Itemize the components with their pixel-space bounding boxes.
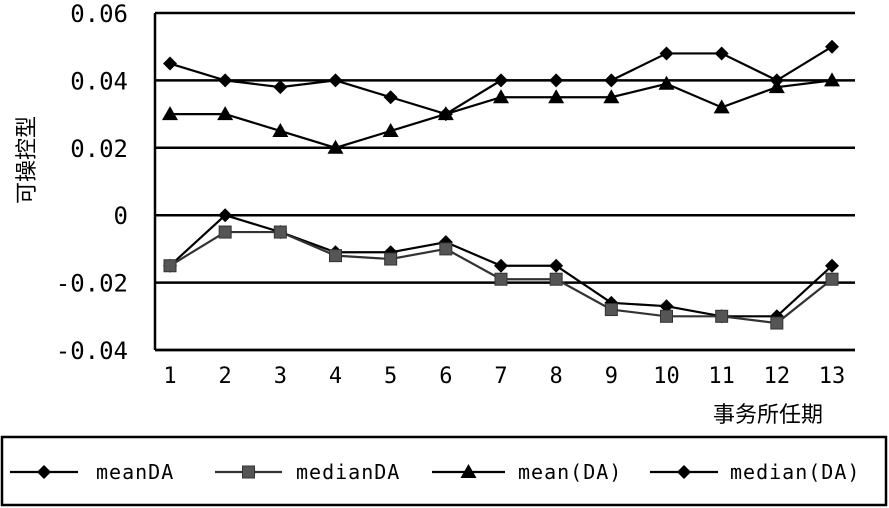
- data-point: [493, 89, 509, 104]
- data-point: [383, 90, 398, 105]
- data-point: [549, 258, 564, 273]
- y-tick-label: 0: [114, 202, 128, 230]
- data-point: [549, 73, 564, 88]
- data-point: [713, 99, 730, 114]
- data-point: [494, 258, 508, 273]
- x-tick-label: 5: [384, 364, 397, 389]
- data-point: [770, 316, 784, 330]
- data-point: [162, 106, 178, 121]
- legend-label: medianDA: [296, 460, 400, 484]
- data-point: [658, 75, 675, 90]
- x-tick-label: 11: [708, 364, 735, 389]
- x-axis-label: 事务所任期: [713, 403, 823, 428]
- data-point: [660, 309, 673, 323]
- y-tick-label: 0.06: [70, 0, 128, 28]
- x-tick-label: 4: [329, 364, 342, 389]
- x-tick-label: 7: [494, 364, 507, 389]
- legend-item: mean(DA): [432, 460, 622, 484]
- legend-marker: [460, 464, 477, 478]
- x-tick-label: 3: [274, 364, 287, 389]
- legend-item: median(DA): [650, 460, 860, 484]
- data-point: [382, 122, 399, 137]
- data-point: [163, 259, 177, 273]
- data-point: [769, 73, 784, 88]
- data-point: [273, 80, 288, 95]
- data-point: [714, 46, 729, 61]
- data-point: [603, 89, 620, 104]
- data-point: [715, 309, 729, 323]
- x-axis-ticks: 1 2 3 4 5 6 7 8 9 10 11 12 13: [163, 364, 845, 389]
- data-point: [218, 225, 232, 239]
- grid-lines: [155, 11, 855, 352]
- data-point: [273, 225, 287, 239]
- data-point: [272, 122, 289, 137]
- legend-label: meanDA: [96, 460, 174, 484]
- series-1: [163, 225, 839, 330]
- series-2: [162, 72, 840, 154]
- data-point: [659, 46, 674, 61]
- data-point: [329, 249, 342, 263]
- legend-box: [0, 435, 888, 507]
- x-tick-label: 10: [653, 364, 680, 389]
- legend-item: medianDA: [215, 460, 400, 484]
- data-point: [384, 252, 398, 266]
- x-tick-label: 2: [219, 364, 232, 389]
- legend-label: median(DA): [730, 460, 860, 484]
- y-tick-label: -0.04: [56, 337, 128, 365]
- x-tick-label: 9: [605, 364, 618, 389]
- data-point: [825, 39, 839, 54]
- data-point: [438, 107, 453, 122]
- data-point: [825, 272, 839, 286]
- x-tick-label: 13: [819, 364, 846, 389]
- data-point: [218, 73, 233, 88]
- legend-marker: [37, 465, 51, 479]
- legend-item: meanDA: [10, 460, 174, 484]
- y-tick-label: -0.02: [56, 270, 128, 298]
- legend-marker: [677, 465, 691, 479]
- data-point: [328, 73, 343, 88]
- data-point: [604, 73, 619, 88]
- data-point: [659, 299, 674, 314]
- series-0: [163, 208, 839, 324]
- x-tick-label: 12: [764, 364, 791, 389]
- data-point: [825, 258, 839, 273]
- data-point: [217, 106, 234, 121]
- series-layer: [162, 39, 840, 330]
- x-tick-label: 1: [163, 364, 176, 389]
- data-point: [549, 272, 563, 286]
- data-point: [439, 242, 453, 256]
- y-tick-label: 0.04: [70, 67, 128, 95]
- data-point: [163, 56, 177, 71]
- data-point: [494, 272, 508, 286]
- legend: meanDA medianDA mean(DA) median(DA): [0, 435, 888, 507]
- data-point: [824, 72, 840, 87]
- y-tick-label: 0.02: [70, 135, 128, 163]
- legend-label: mean(DA): [518, 460, 622, 484]
- y-axis-label: 可操控型: [15, 116, 40, 204]
- data-point: [218, 208, 233, 223]
- x-tick-label: 8: [550, 364, 563, 389]
- series-3: [163, 39, 839, 122]
- data-point: [327, 139, 344, 154]
- y-axis-ticks: -0.04 -0.02 0 0.02 0.04 0.06: [56, 0, 128, 365]
- x-tick-label: 6: [439, 364, 452, 389]
- data-point: [604, 303, 618, 317]
- data-point: [494, 73, 508, 88]
- legend-marker: [242, 465, 255, 479]
- data-point: [548, 89, 565, 104]
